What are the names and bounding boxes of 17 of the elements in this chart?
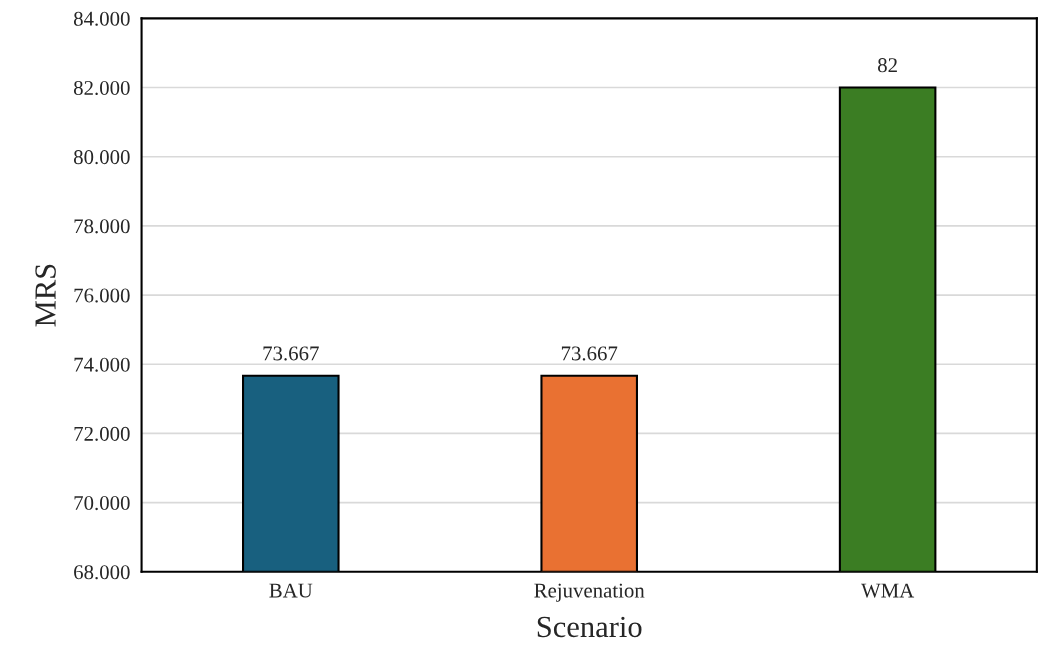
- y-tick-label: 70.000: [74, 496, 130, 511]
- x-tick-label: WMA: [861, 583, 915, 598]
- data-label: 73.667: [263, 346, 319, 361]
- y-tick-label: 82.000: [73, 80, 130, 96]
- x-axis-title: Scenario: [537, 616, 642, 638]
- y-axis-title: MRS: [35, 264, 56, 327]
- y-tick-label: 72.000: [74, 426, 130, 441]
- y-tick-label: 84.000: [73, 11, 130, 26]
- data-label: 73.667: [561, 346, 618, 361]
- y-tick-label: 78.000: [74, 219, 130, 234]
- data-label: 82: [878, 58, 897, 73]
- y-tick-label: 74.000: [74, 357, 130, 372]
- y-tick-label: 68.000: [74, 565, 130, 580]
- y-tick-label: 80.000: [73, 150, 130, 165]
- x-tick-label: Rejuvenation: [534, 583, 645, 602]
- y-tick-label: 76.000: [74, 288, 130, 303]
- x-tick-label: BAU: [269, 583, 313, 598]
